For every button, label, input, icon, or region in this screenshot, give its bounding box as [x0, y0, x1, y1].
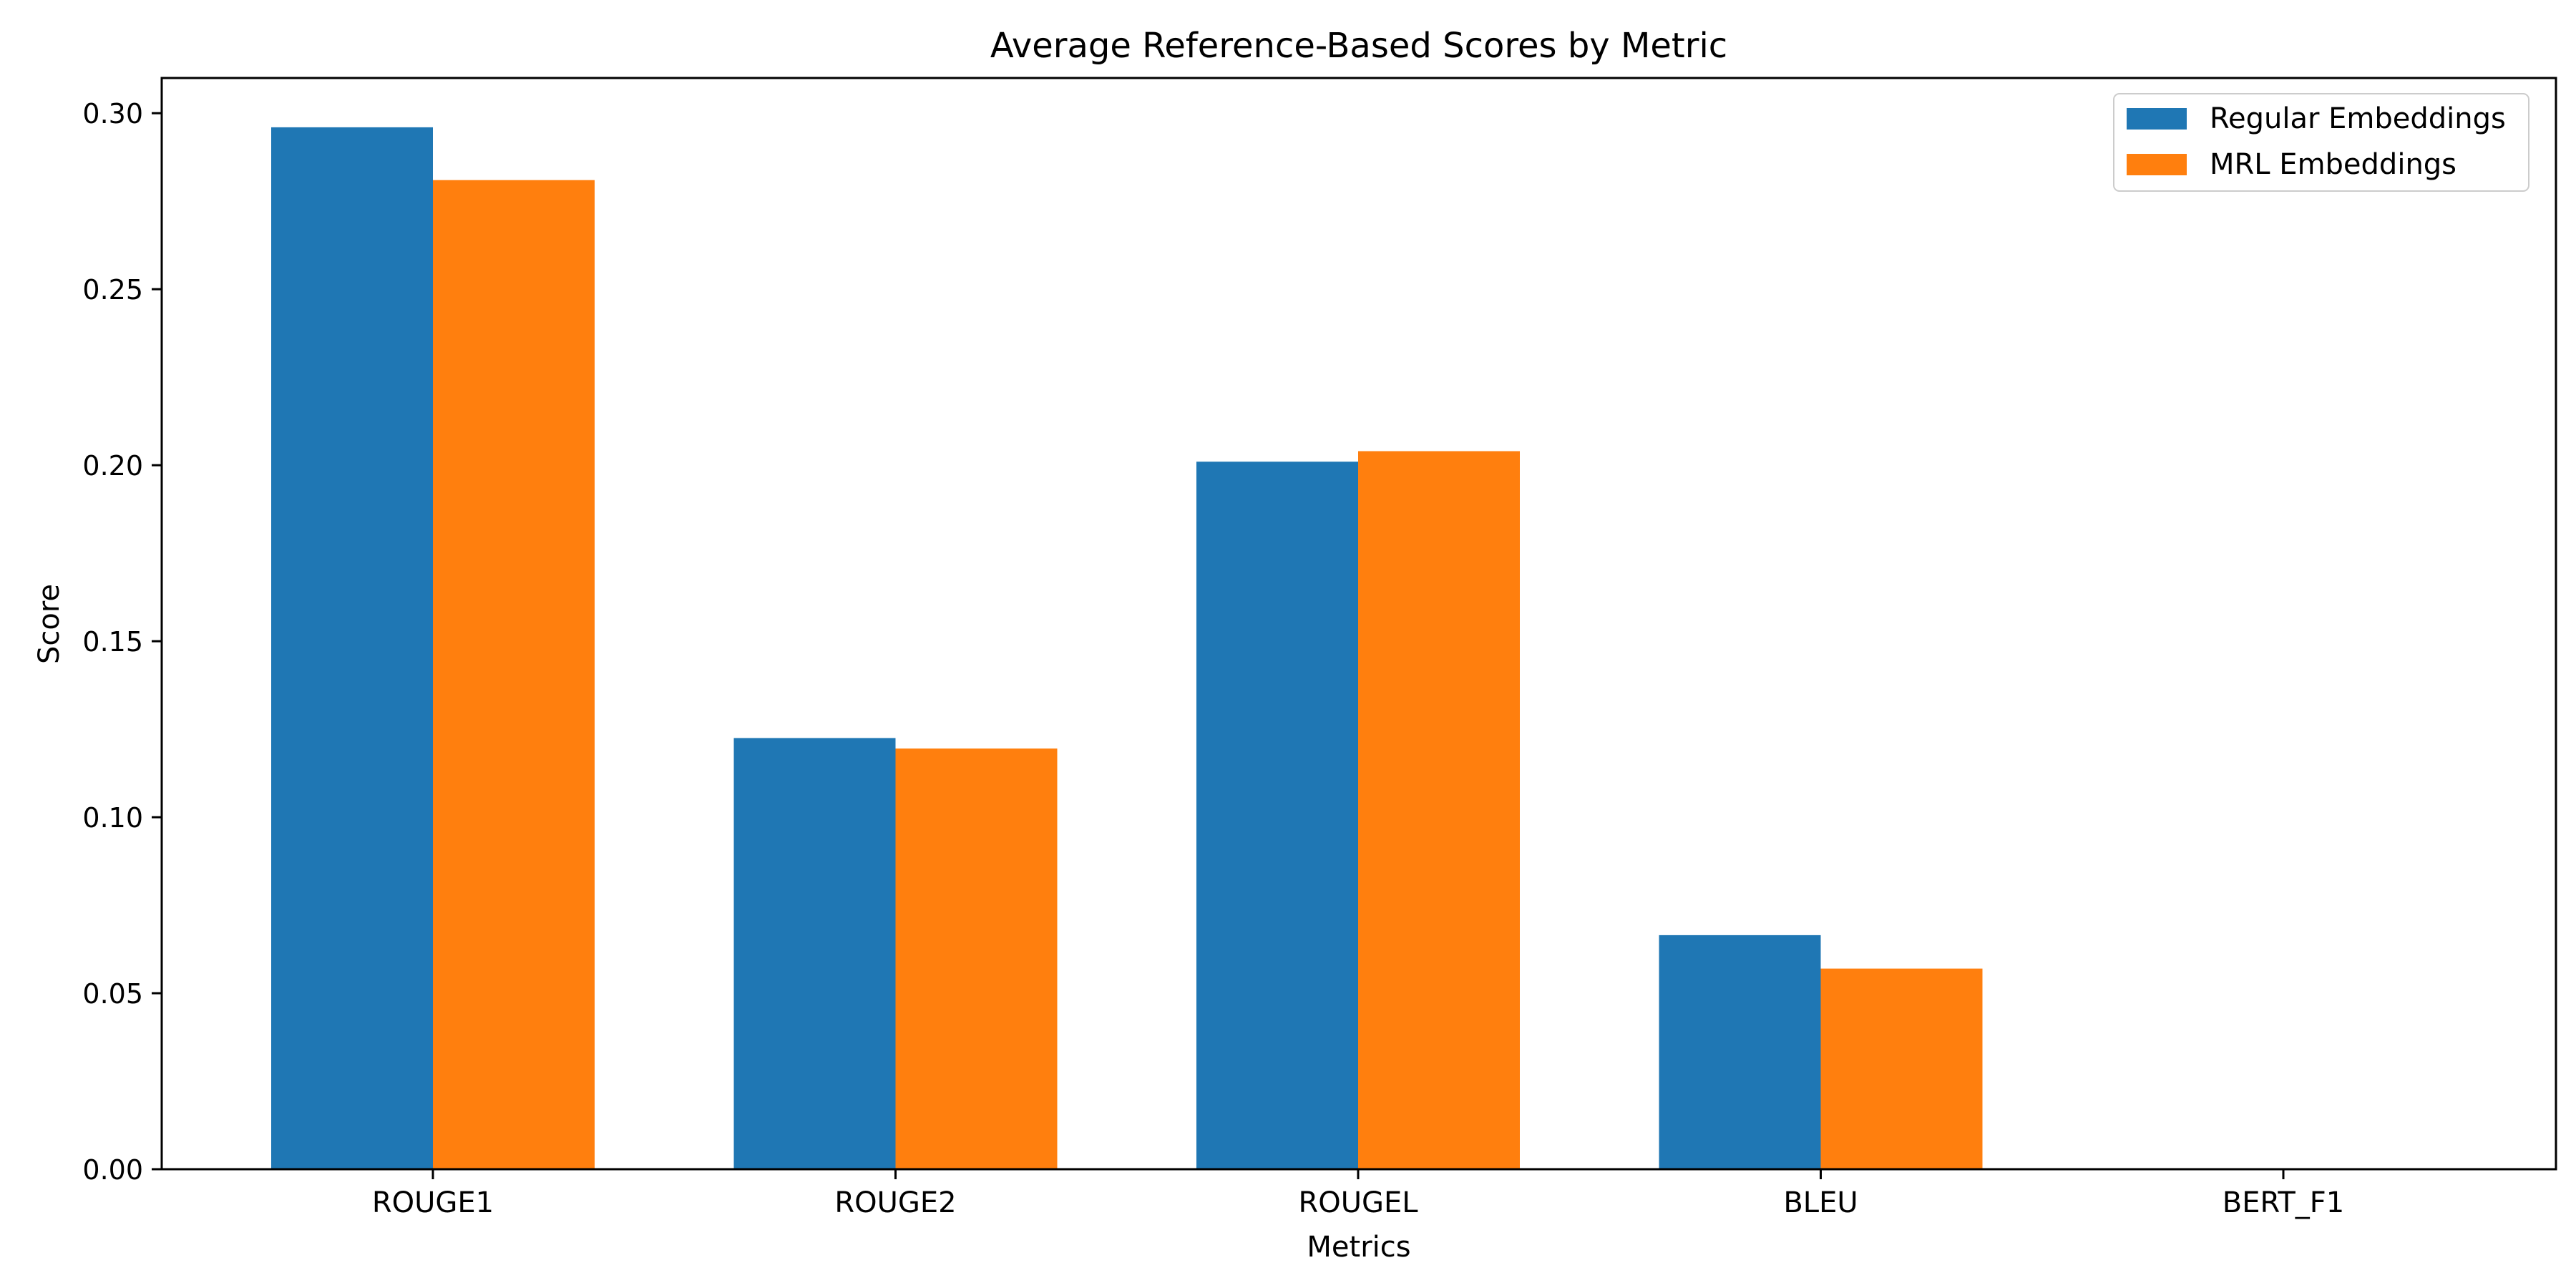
y-tick-label: 0.25: [82, 274, 143, 306]
y-axis-label: Score: [33, 584, 66, 664]
x-axis: ROUGE1 ROUGE2 ROUGEL BLEU BERT_F1: [372, 1169, 2344, 1219]
x-tick-label: ROUGE1: [372, 1186, 494, 1219]
bars-group: [271, 127, 1983, 1170]
bar-mrl-embeddings-rouge1: [433, 180, 595, 1170]
legend: Regular Embeddings MRL Embeddings: [2113, 93, 2529, 192]
bar-mrl-embeddings-rouge2: [895, 748, 1058, 1169]
bar-mrl-embeddings-rougel: [1358, 451, 1520, 1169]
legend-box: [2113, 93, 2529, 192]
chart-title: Average Reference-Based Scores by Metric: [990, 26, 1727, 66]
y-tick-label: 0.30: [82, 98, 143, 130]
legend-label: Regular Embeddings: [2210, 102, 2506, 135]
y-tick-label: 0.05: [82, 978, 143, 1010]
x-tick-label: BERT_F1: [2223, 1186, 2345, 1219]
y-axis: 0.00 0.05 0.10 0.15 0.20 0.25 0.30: [82, 98, 162, 1186]
legend-label: MRL Embeddings: [2210, 148, 2457, 181]
y-tick-label: 0.15: [82, 626, 143, 658]
bar-regular-embeddings-rouge2: [733, 738, 896, 1169]
bar-regular-embeddings-rougel: [1196, 462, 1358, 1169]
x-tick-label: ROUGEL: [1298, 1186, 1418, 1219]
bar-regular-embeddings-bleu: [1659, 935, 1821, 1169]
bar-mrl-embeddings-bleu: [1820, 968, 1983, 1169]
legend-swatch: [2127, 108, 2187, 130]
x-tick-label: BLEU: [1783, 1186, 1858, 1219]
x-axis-label: Metrics: [1307, 1231, 1410, 1264]
legend-swatch: [2127, 154, 2187, 175]
y-tick-label: 0.00: [82, 1154, 143, 1186]
bar-regular-embeddings-rouge1: [271, 127, 433, 1169]
y-tick-label: 0.20: [82, 450, 143, 482]
y-tick-label: 0.10: [82, 802, 143, 834]
x-tick-label: ROUGE2: [834, 1186, 956, 1219]
